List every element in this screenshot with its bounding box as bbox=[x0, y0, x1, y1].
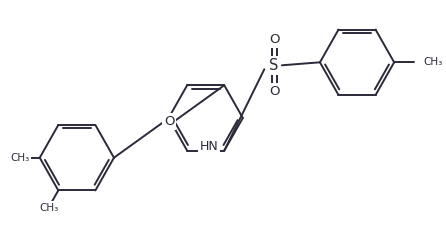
Text: O: O bbox=[269, 33, 279, 46]
Text: O: O bbox=[164, 115, 174, 128]
Text: CH₃: CH₃ bbox=[423, 57, 443, 67]
Text: CH₃: CH₃ bbox=[39, 203, 58, 213]
Text: S: S bbox=[269, 58, 279, 73]
Text: HN: HN bbox=[200, 140, 219, 153]
Text: O: O bbox=[269, 85, 279, 98]
Text: CH₃: CH₃ bbox=[11, 153, 30, 163]
